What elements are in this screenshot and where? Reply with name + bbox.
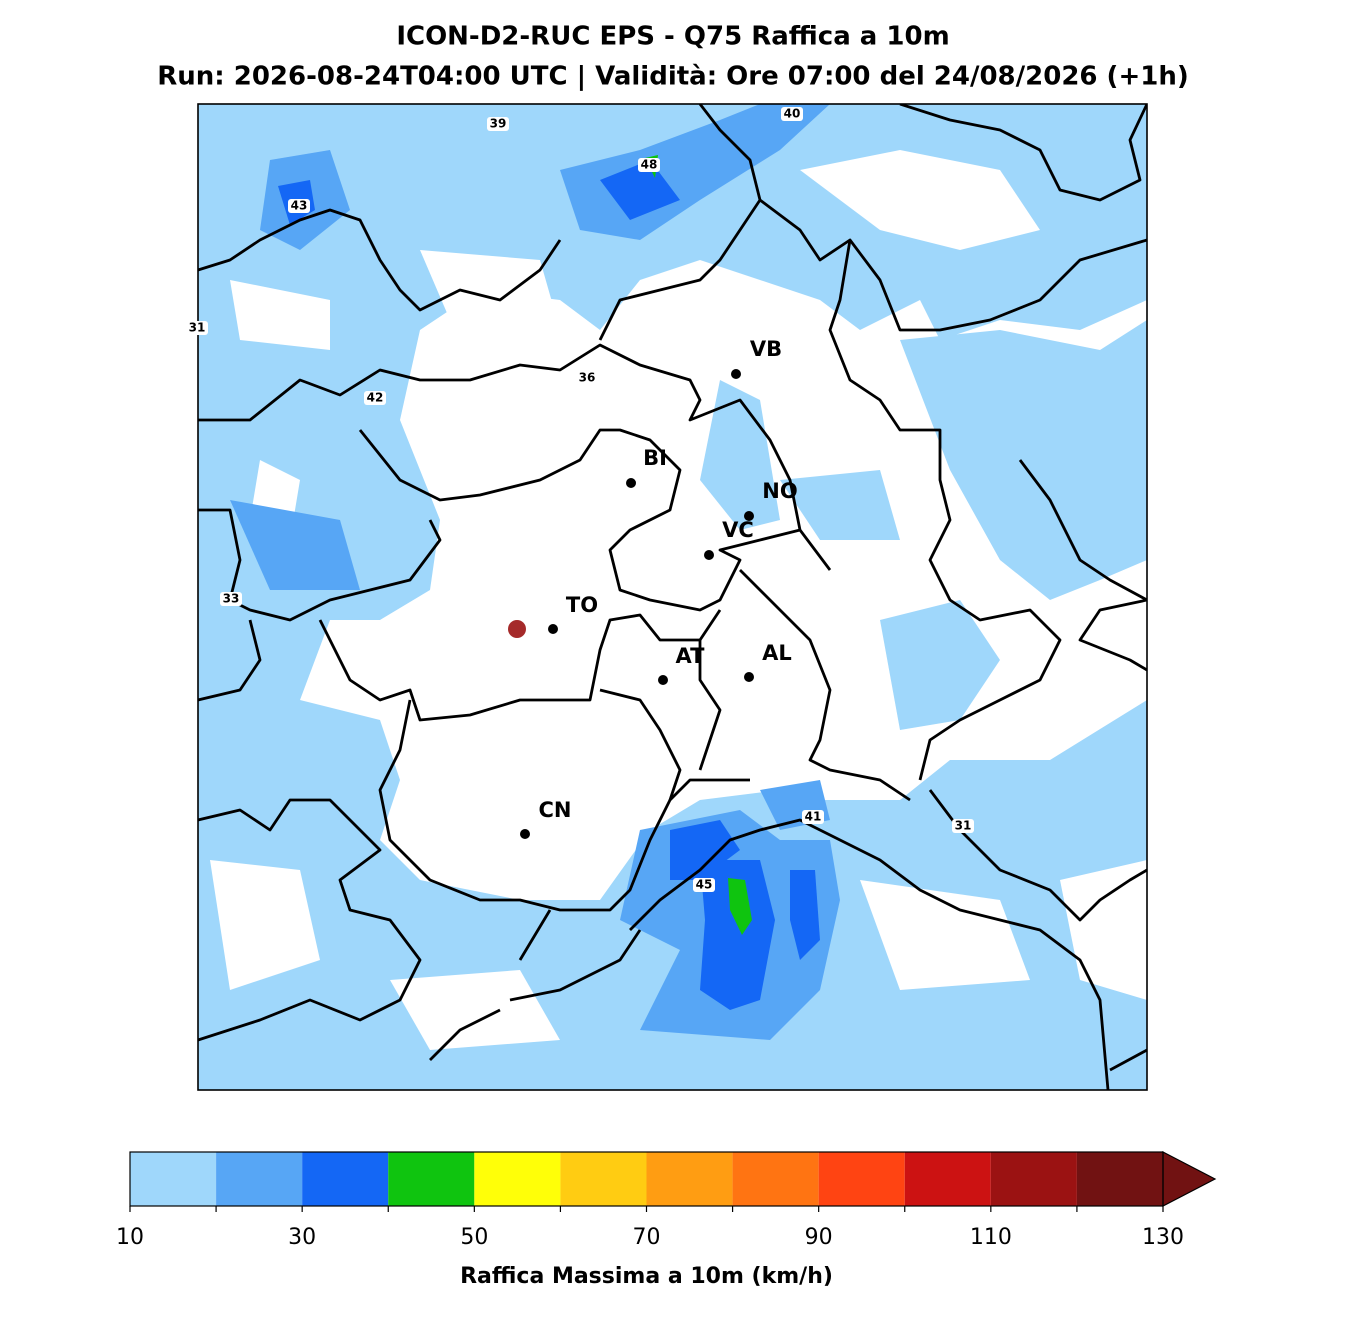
contour-label: 41	[805, 810, 822, 824]
city-dot	[704, 550, 714, 560]
title: ICON-D2-RUC EPS - Q75 Raffica a 10m	[396, 22, 949, 52]
contour-label: 39	[490, 117, 507, 131]
city-label: VB	[750, 337, 782, 361]
city-dot	[520, 829, 530, 839]
colorbar-tick-label: 130	[1142, 1225, 1184, 1250]
map	[198, 104, 1147, 1090]
city-label: AL	[762, 641, 792, 665]
contour-label: 45	[696, 878, 713, 892]
wind-field	[198, 104, 1147, 1090]
colorbar-tick-label: 70	[633, 1225, 661, 1250]
contour-label: 36	[579, 371, 596, 385]
colorbar-segment	[216, 1152, 303, 1206]
contour-label-bg	[186, 321, 208, 335]
location-marker	[508, 620, 526, 638]
colorbar-tick-label: 90	[805, 1225, 833, 1250]
contour-label: 31	[955, 819, 972, 833]
contour-label-bg	[364, 391, 386, 405]
city-dot	[744, 672, 754, 682]
contour-label-bg	[220, 592, 242, 606]
colorbar-segment	[904, 1152, 991, 1206]
borders	[198, 104, 1147, 1090]
wind-strong	[278, 160, 820, 1010]
contour-label: 33	[223, 592, 240, 606]
colorbar-segment	[560, 1152, 647, 1206]
colorbar-segment	[302, 1152, 389, 1206]
colorbar-segment	[474, 1152, 561, 1206]
contour-label-bg	[576, 371, 598, 385]
colorbar-segment	[818, 1152, 905, 1206]
colorbar-tick-label: 10	[116, 1225, 144, 1250]
contour-label-bg	[288, 199, 310, 213]
colorbar-segment	[732, 1152, 819, 1206]
city-label: NO	[762, 479, 797, 503]
colorbar-tick-label: 110	[970, 1225, 1012, 1250]
city-dot	[548, 624, 558, 634]
city-label: VC	[722, 518, 754, 542]
colorbar-segment	[1076, 1152, 1163, 1206]
city-dot	[744, 511, 754, 521]
colorbar-label: Raffica Massima a 10m (km/h)	[460, 1264, 833, 1289]
contour-label: 43	[291, 199, 308, 213]
colorbar-tick-label: 30	[288, 1225, 316, 1250]
wind-gaps	[210, 150, 1147, 1050]
city-label: CN	[539, 798, 572, 822]
colorbar: 10 30 50 70 90 110 130 Raffica Massima a 10m (k…	[116, 1151, 1217, 1289]
city-dot	[626, 478, 636, 488]
contour-label: 48	[641, 158, 658, 172]
colorbar-segment	[990, 1152, 1077, 1206]
city-dot	[658, 675, 668, 685]
city-dot	[731, 369, 741, 379]
subtitle: Run: 2026-08-24T04:00 UTC | Validità: Or…	[157, 62, 1188, 92]
overlays: VB BI NO VC TO AT AL CN 39 40 48 43 31 36 42 33 41 31 45	[186, 107, 974, 892]
contour-label-bg	[802, 810, 824, 824]
contour-label: 42	[367, 391, 384, 405]
contour-label-bg	[638, 158, 660, 172]
colorbar-segment	[130, 1152, 217, 1206]
contour-label: 40	[784, 107, 801, 121]
contour-label-bg	[693, 878, 715, 892]
colorbar-extend	[1162, 1151, 1217, 1207]
contour-label-bg	[952, 819, 974, 833]
map-frame	[197, 103, 1148, 1091]
colorbar-tick-label: 50	[460, 1225, 488, 1250]
contour-label-bg	[781, 107, 803, 121]
colorbar-segment	[388, 1152, 475, 1206]
city-label: BI	[643, 446, 667, 470]
colorbar-segment	[646, 1152, 733, 1206]
contour-label: 31	[189, 321, 206, 335]
contour-label-bg	[487, 117, 509, 131]
city-label: AT	[676, 644, 706, 668]
city-label: TO	[566, 593, 598, 617]
